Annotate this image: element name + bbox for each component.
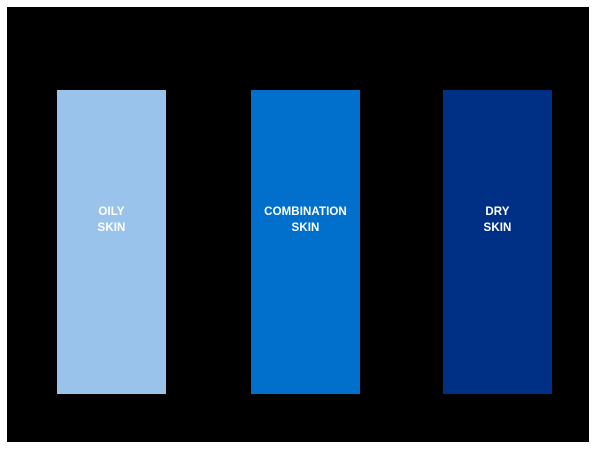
combination-skin-label: COMBINATION SKIN xyxy=(264,206,347,234)
oily-skin-panel: OILY SKIN xyxy=(57,90,166,394)
combination-skin-panel: COMBINATION SKIN xyxy=(251,90,360,394)
dry-skin-label: DRY SKIN xyxy=(483,206,512,234)
oily-skin-label: OILY SKIN xyxy=(97,206,126,234)
dry-skin-panel: DRY SKIN xyxy=(443,90,552,394)
diagram-canvas: OILY SKIN COMBINATION SKIN DRY SKIN xyxy=(7,7,589,442)
